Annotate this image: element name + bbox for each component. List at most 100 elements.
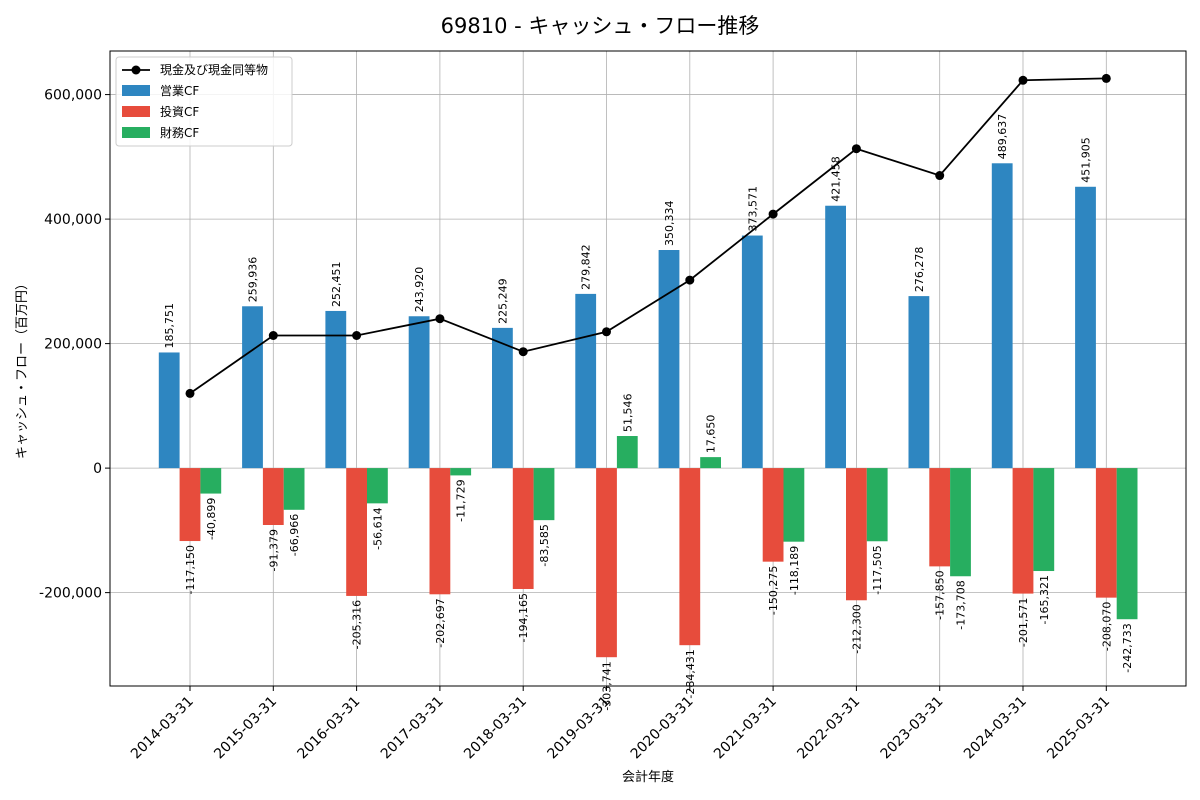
bar xyxy=(1116,468,1138,620)
bar-value-label: -66,966 xyxy=(288,514,301,556)
bar xyxy=(179,468,201,542)
bar-value-label: -202,697 xyxy=(434,598,447,647)
bar-value-label: -173,708 xyxy=(955,580,968,629)
x-tick-label: 2025-03-31 xyxy=(1044,694,1113,763)
x-tick-label: 2020-03-31 xyxy=(628,694,697,763)
bar xyxy=(533,468,555,521)
bar xyxy=(200,468,222,494)
bar-value-label: 17,650 xyxy=(705,415,718,454)
bar xyxy=(908,296,930,469)
y-axis-ticks: -200,000 0 200,000 400,000 600,000 xyxy=(39,88,110,602)
legend-marker xyxy=(131,65,141,75)
line-point xyxy=(185,388,195,398)
line-point xyxy=(685,275,695,285)
legend-box xyxy=(115,56,293,147)
bar-value-label: 225,249 xyxy=(496,278,509,324)
bar xyxy=(596,468,617,658)
bar-value-label: 276,278 xyxy=(913,247,926,293)
bar-value-label: -118,189 xyxy=(788,546,801,595)
line-point xyxy=(1018,75,1028,85)
cash-balance-polyline xyxy=(189,77,1107,395)
x-tick-label: 2016-03-31 xyxy=(295,694,364,763)
chart-title: 69810 - キャッシュ・フロー推移 xyxy=(441,14,760,38)
bar-value-label: -205,316 xyxy=(351,600,364,649)
bar xyxy=(741,235,763,469)
bar-value-label: -165,321 xyxy=(1038,575,1051,624)
bar xyxy=(1095,468,1117,598)
bar xyxy=(679,468,701,646)
bar xyxy=(158,352,180,469)
bar xyxy=(346,468,367,596)
bar xyxy=(762,468,784,562)
bar-value-label: -201,571 xyxy=(1017,598,1030,647)
bar-value-label: -157,850 xyxy=(934,570,947,619)
legend-label: 営業CF xyxy=(160,84,199,98)
bar-value-label: 373,571 xyxy=(746,186,759,232)
bar xyxy=(991,163,1013,469)
bar xyxy=(658,250,680,469)
line-point xyxy=(851,144,861,154)
cash-balance-line xyxy=(185,73,1111,398)
x-tick-label: 2019-03-31 xyxy=(544,694,613,763)
bar-value-label: 451,905 xyxy=(1080,137,1093,183)
bar xyxy=(283,468,305,510)
bar xyxy=(325,310,347,469)
bar-value-label: -212,300 xyxy=(850,604,863,653)
x-axis-ticks: 2014-03-31 2015-03-31 2016-03-31 2017-03-31… xyxy=(128,686,1113,762)
bar xyxy=(866,468,888,542)
legend-label: 投資CF xyxy=(160,104,199,119)
bar xyxy=(408,316,430,469)
legend-swatch xyxy=(122,127,150,138)
bar-value-label: -11,729 xyxy=(455,479,468,521)
bar xyxy=(1033,468,1055,572)
line-point xyxy=(518,347,528,357)
plot-frame xyxy=(109,50,1187,687)
bar xyxy=(262,468,284,525)
bar xyxy=(429,468,451,595)
bar-value-label: -242,733 xyxy=(1121,623,1134,672)
bar-value-label: 421,458 xyxy=(830,156,843,202)
line-point xyxy=(268,331,278,341)
bar xyxy=(512,468,534,589)
bar-value-label: 185,751 xyxy=(163,303,176,349)
y-tick-label: 0 xyxy=(93,461,102,477)
x-tick-label: 2024-03-31 xyxy=(961,694,1030,763)
bar xyxy=(846,468,867,601)
legend-swatch xyxy=(122,85,150,96)
x-tick-label: 2022-03-31 xyxy=(794,694,863,763)
y-tick-label: -200,000 xyxy=(39,586,102,602)
bar xyxy=(700,457,721,469)
bar xyxy=(575,293,597,469)
line-point xyxy=(352,331,362,341)
x-axis-label: 会計年度 xyxy=(622,769,674,785)
line-point xyxy=(768,209,778,219)
bar xyxy=(616,436,638,469)
bar-value-label: -117,505 xyxy=(871,545,884,594)
bar xyxy=(1012,468,1034,594)
y-tick-label: 600,000 xyxy=(44,88,102,104)
bar-value-label: 252,451 xyxy=(330,261,343,307)
bar-value-label: -150,275 xyxy=(767,566,780,615)
bar xyxy=(450,468,472,476)
bar-value-label: -208,070 xyxy=(1100,602,1113,651)
bar-value-label: -40,899 xyxy=(205,498,218,540)
bar-value-label: 279,842 xyxy=(580,244,593,290)
bar-value-label: 259,936 xyxy=(247,257,260,303)
bar xyxy=(783,468,805,542)
line-point xyxy=(435,314,445,324)
bar xyxy=(492,327,513,469)
line-point xyxy=(935,171,945,181)
x-tick-label: 2017-03-31 xyxy=(378,694,447,763)
bar-value-labels: 185,751 259,936 252,451 243,920 225,249 279,8… xyxy=(163,114,1134,711)
legend-swatch xyxy=(122,106,150,117)
bar-value-label: 243,920 xyxy=(413,267,426,313)
bar-value-label: 51,546 xyxy=(621,394,634,433)
bar xyxy=(242,306,263,469)
y-tick-label: 400,000 xyxy=(44,212,102,228)
x-tick-label: 2018-03-31 xyxy=(461,694,530,763)
bar xyxy=(950,468,971,577)
legend-label: 財務CF xyxy=(160,125,199,140)
bar xyxy=(1075,186,1096,469)
